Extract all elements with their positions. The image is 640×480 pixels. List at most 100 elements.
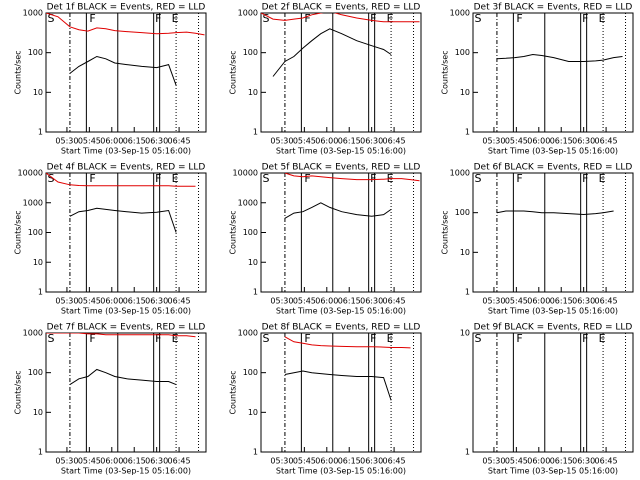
y-tick-label: 100 bbox=[28, 48, 43, 57]
event-letter: F bbox=[370, 332, 376, 345]
y-tick-label: 10 bbox=[460, 329, 470, 338]
series-line bbox=[284, 336, 411, 349]
series-line bbox=[496, 53, 623, 62]
event-letter: F bbox=[89, 332, 95, 345]
panel-title: Det 9f BLACK = Events, RED = LLD bbox=[474, 323, 633, 333]
y-tick-label: 1 bbox=[38, 128, 43, 137]
x-tick-label: 06:00 bbox=[527, 457, 550, 466]
x-tick-label: 06:45 bbox=[383, 137, 406, 146]
panel-title: Det 6f BLACK = Events, RED = LLD bbox=[474, 163, 633, 173]
event-letter: S bbox=[474, 12, 481, 25]
event-letter: F bbox=[89, 172, 95, 185]
y-tick-label: 1000 bbox=[450, 9, 470, 18]
event-letter: S bbox=[262, 172, 269, 185]
x-tick-label: 06:45 bbox=[383, 297, 406, 306]
y-tick-label: 10000 bbox=[233, 169, 258, 178]
y-tick-label: 1000 bbox=[23, 198, 43, 207]
event-letter: F bbox=[516, 332, 522, 345]
x-tick-label: 05:30 bbox=[270, 457, 293, 466]
x-tick-label: 06:30 bbox=[572, 137, 595, 146]
x-tick-label: 05:30 bbox=[482, 457, 505, 466]
x-axis-label: Start Time (03-Sep-15 05:16:00) bbox=[276, 147, 406, 156]
event-letter: E bbox=[599, 172, 606, 185]
x-tick-label: 06:45 bbox=[168, 457, 191, 466]
x-tick-label: 06:30 bbox=[360, 137, 383, 146]
panel-title: Det 5f BLACK = Events, RED = LLD bbox=[262, 163, 421, 173]
x-axis-label: Start Time (03-Sep-15 05:16:00) bbox=[61, 307, 191, 316]
x-tick-label: 06:00 bbox=[527, 297, 550, 306]
series-line bbox=[284, 202, 392, 219]
event-letter: F bbox=[370, 12, 376, 25]
x-tick-label: 05:45 bbox=[293, 297, 316, 306]
x-axis-label: Start Time (03-Sep-15 05:16:00) bbox=[61, 467, 191, 476]
x-tick-label: 06:30 bbox=[360, 457, 383, 466]
x-tick-label: 06:00 bbox=[315, 297, 338, 306]
panel: Det 1f BLACK = Events, RED = LLD 1 10 100 10… bbox=[14, 3, 207, 156]
event-letter: S bbox=[47, 332, 54, 345]
x-tick-label: 06:30 bbox=[360, 297, 383, 306]
x-axis-label: Start Time (03-Sep-15 05:16:00) bbox=[488, 307, 618, 316]
event-letter: F bbox=[582, 332, 588, 345]
panel: Det 6f BLACK = Events, RED = LLD 1 10 100 10… bbox=[441, 163, 634, 316]
x-axis-label: Start Time (03-Sep-15 05:16:00) bbox=[276, 307, 406, 316]
plot-frame bbox=[260, 12, 422, 133]
y-tick-label: 1 bbox=[253, 448, 258, 457]
y-axis-label: Counts/sec bbox=[14, 50, 23, 94]
x-tick-label: 05:45 bbox=[78, 137, 101, 146]
y-axis-label: Counts/sec bbox=[14, 370, 23, 414]
y-tick-label: 1000 bbox=[450, 169, 470, 178]
y-tick-label: 10 bbox=[33, 88, 43, 97]
y-tick-label: 100 bbox=[28, 368, 43, 377]
event-letter: S bbox=[474, 172, 481, 185]
event-letter: S bbox=[262, 12, 269, 25]
x-tick-label: 06:30 bbox=[572, 457, 595, 466]
x-tick-label: 05:30 bbox=[55, 297, 78, 306]
y-tick-label: 10 bbox=[248, 258, 258, 267]
series-line bbox=[46, 13, 205, 36]
x-tick-label: 06:15 bbox=[123, 297, 146, 306]
event-letter: E bbox=[599, 12, 606, 25]
y-tick-label: 1000 bbox=[238, 9, 258, 18]
x-tick-label: 06:45 bbox=[168, 297, 191, 306]
x-tick-label: 05:45 bbox=[78, 297, 101, 306]
event-letter: E bbox=[387, 12, 394, 25]
panel: Det 8f BLACK = Events, RED = LLD 1 10 100 10… bbox=[229, 323, 422, 476]
series-line bbox=[261, 13, 420, 23]
y-tick-label: 1 bbox=[38, 288, 43, 297]
panel: Det 4f BLACK = Events, RED = LLD 1 10 100 10… bbox=[14, 163, 207, 316]
y-tick-label: 1000 bbox=[23, 9, 43, 18]
x-tick-label: 06:00 bbox=[100, 297, 123, 306]
plot-frame bbox=[472, 332, 634, 453]
x-tick-label: 05:45 bbox=[505, 137, 528, 146]
x-tick-label: 06:30 bbox=[145, 297, 168, 306]
series-line bbox=[69, 55, 177, 86]
panel: Det 5f BLACK = Events, RED = LLD 1 10 100 10… bbox=[229, 163, 422, 316]
y-tick-label: 1 bbox=[465, 128, 470, 137]
event-letter: S bbox=[474, 332, 481, 345]
x-tick-label: 06:45 bbox=[595, 457, 618, 466]
y-tick-label: 10000 bbox=[18, 169, 43, 178]
x-tick-label: 06:45 bbox=[595, 137, 618, 146]
event-letter: F bbox=[516, 172, 522, 185]
event-letter: E bbox=[172, 172, 179, 185]
event-letter: F bbox=[516, 12, 522, 25]
event-letter: S bbox=[47, 172, 54, 185]
y-tick-label: 10 bbox=[33, 408, 43, 417]
y-tick-label: 1 bbox=[38, 448, 43, 457]
x-tick-label: 06:45 bbox=[168, 137, 191, 146]
x-tick-label: 06:00 bbox=[527, 137, 550, 146]
event-letter: F bbox=[370, 172, 376, 185]
y-axis-label: Counts/sec bbox=[229, 210, 238, 254]
y-axis-label: Counts/sec bbox=[441, 210, 450, 254]
x-tick-label: 06:30 bbox=[145, 137, 168, 146]
y-tick-label: 10 bbox=[248, 408, 258, 417]
event-letter: S bbox=[262, 332, 269, 345]
event-letter: F bbox=[304, 172, 310, 185]
event-letter: E bbox=[599, 332, 606, 345]
x-tick-label: 06:15 bbox=[338, 457, 361, 466]
y-tick-label: 100 bbox=[243, 48, 258, 57]
series-line bbox=[69, 207, 177, 233]
series-line bbox=[284, 173, 420, 182]
y-tick-label: 100 bbox=[28, 228, 43, 237]
x-tick-label: 06:15 bbox=[338, 137, 361, 146]
